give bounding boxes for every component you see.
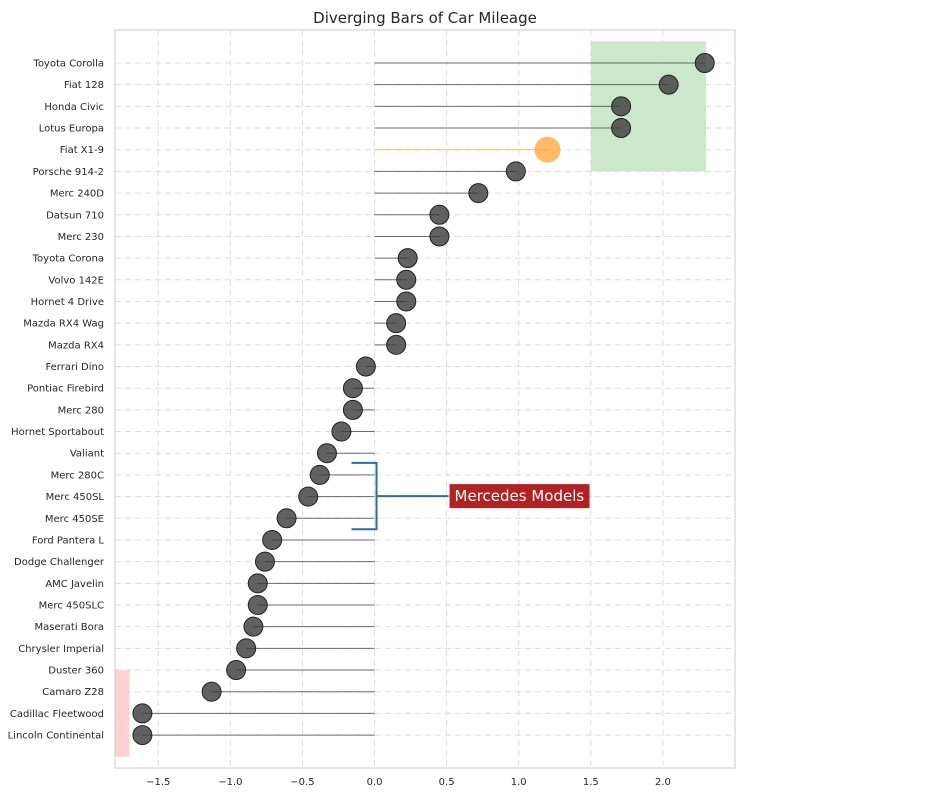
x-tick-label: −0.5	[290, 777, 314, 788]
data-point	[355, 356, 376, 377]
data-point	[226, 660, 247, 681]
data-point	[396, 269, 417, 290]
category-label: Dodge Challenger	[14, 557, 105, 568]
data-point	[397, 248, 418, 269]
category-label: Hornet 4 Drive	[31, 297, 104, 308]
plot-frame	[114, 29, 736, 769]
data-point	[342, 378, 363, 399]
x-tick-labels: −1.5 −1.0 −0.5 0.0 0.5 1.0 1.5 2.0	[146, 777, 671, 788]
category-label: Fiat 128	[64, 80, 104, 91]
chart-title: Diverging Bars of Car Mileage	[313, 9, 537, 27]
data-point	[243, 616, 264, 637]
category-label: Mazda RX4	[48, 340, 104, 351]
data-point	[132, 703, 153, 724]
data-point	[262, 529, 283, 550]
category-label: Merc 450SE	[45, 514, 104, 525]
data-point	[611, 118, 632, 139]
category-label: Toyota Corona	[32, 254, 104, 265]
category-label: Pontiac Firebird	[27, 384, 104, 395]
category-label: Merc 450SL	[46, 492, 105, 503]
data-point	[316, 443, 337, 464]
category-label: Chrysler Imperial	[18, 644, 104, 655]
category-label: Mazda RX4 Wag	[23, 319, 104, 330]
category-label: Merc 280C	[51, 470, 104, 481]
data-point	[254, 551, 275, 572]
category-label: Ford Pantera L	[32, 535, 105, 546]
category-label: Lincoln Continental	[8, 731, 104, 742]
category-label: Porsche 914-2	[33, 167, 104, 178]
category-label: Merc 240D	[50, 189, 104, 200]
data-point	[342, 399, 363, 420]
data-point	[694, 53, 715, 73]
category-label: Volvo 142E	[48, 275, 104, 286]
category-label: Ferrari Dino	[45, 362, 104, 373]
category-label: AMC Javelin	[45, 579, 104, 590]
category-label: Cadillac Fleetwood	[10, 709, 104, 720]
data-point	[276, 508, 297, 529]
x-tick-label: 1.5	[583, 777, 599, 788]
data-point	[611, 96, 632, 117]
category-label: Honda Civic	[44, 102, 104, 113]
stem-lines	[142, 62, 705, 736]
data-point	[658, 74, 679, 95]
data-point	[298, 486, 319, 507]
category-label: Camaro Z28	[42, 687, 104, 698]
data-point	[468, 183, 489, 204]
data-point	[386, 334, 407, 355]
category-label: Datsun 710	[46, 210, 104, 221]
annotation-bracket	[351, 461, 449, 531]
x-tick-label: 2.0	[655, 777, 671, 788]
category-label: Lotus Europa	[39, 124, 104, 135]
category-label: Merc 280	[58, 405, 104, 416]
x-tick-label: 0.5	[439, 777, 455, 788]
category-label: Merc 230	[58, 232, 104, 243]
category-label: Hornet Sportabout	[11, 427, 104, 438]
data-point	[309, 464, 330, 485]
data-point	[236, 638, 257, 659]
x-tick-label: 0.0	[367, 777, 383, 788]
data-point	[132, 725, 153, 746]
data-point	[396, 291, 417, 312]
data-points	[132, 53, 715, 746]
annotation-box	[449, 484, 590, 509]
category-label: Toyota Corolla	[32, 59, 104, 70]
data-point	[247, 595, 268, 615]
x-tick-label: −1.5	[146, 777, 170, 788]
data-point	[505, 161, 526, 182]
data-point	[429, 204, 450, 225]
data-point	[429, 226, 450, 247]
category-label: Maserati Bora	[35, 622, 104, 633]
data-point	[247, 573, 268, 594]
category-label: Fiat X1-9	[60, 145, 104, 156]
data-point	[331, 421, 352, 442]
category-labels: Toyota Corolla Fiat 128 Honda Civic Lotus E…	[8, 59, 105, 742]
x-tick-label: −1.0	[218, 777, 242, 788]
annotation-text: Mercedes Models	[455, 487, 585, 505]
category-label: Valiant	[70, 449, 104, 460]
highlight-point	[534, 136, 561, 163]
x-tick-label: 1.0	[511, 777, 527, 788]
category-label: Merc 450SLC	[39, 601, 104, 612]
data-point	[386, 313, 407, 334]
mercedes-annotation: Mercedes Models	[351, 461, 590, 531]
data-point	[201, 681, 222, 702]
category-label: Duster 360	[48, 666, 104, 677]
